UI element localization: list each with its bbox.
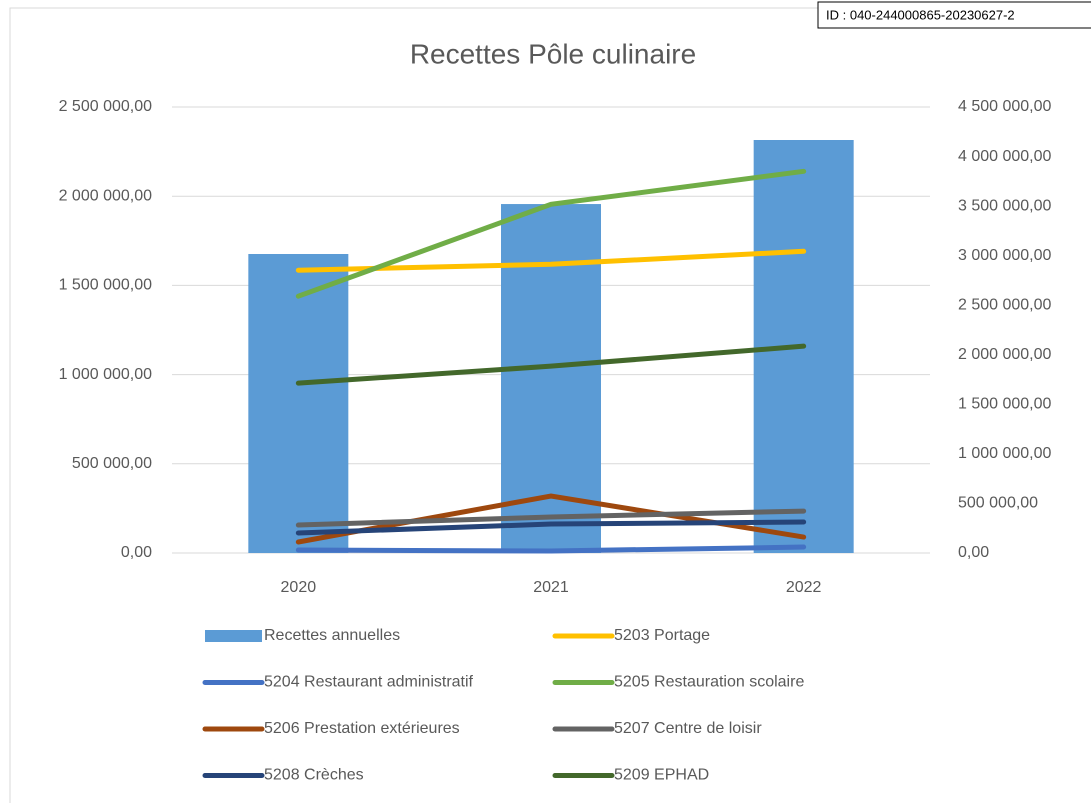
x-tick-label: 2020 [281,579,317,596]
line-series [295,248,807,273]
y2-tick-label: 2 000 000,00 [958,346,1052,363]
legend-label: 5204 Restaurant administratif [264,674,474,691]
line-series [295,519,807,536]
line-series [295,343,807,386]
x-tick-label: 2022 [786,579,822,596]
y-tick-label: 0,00 [121,544,152,561]
y2-tick-label: 500 000,00 [958,495,1038,512]
legend-label: 5203 Portage [614,627,710,644]
y2-tick-label: 3 000 000,00 [958,247,1052,264]
annotation: ID : 040-244000865-20230627-2 [826,7,1015,22]
y2-tick-label: 4 500 000,00 [958,98,1052,115]
y-tick-label: 1 500 000,00 [59,277,153,294]
y2-tick-label: 4 000 000,00 [958,148,1052,165]
legend-swatch [205,630,262,642]
y2-tick-label: 0,00 [958,544,989,561]
legend-label: 5206 Prestation extérieures [264,720,460,737]
y-tick-label: 500 000,00 [72,455,152,472]
legend-label: 5208 Crèches [264,767,364,784]
y2-tick-label: 1 000 000,00 [958,445,1052,462]
legend-label: 5205 Restauration scolaire [614,674,804,691]
line-series [295,544,807,554]
chart-border [9,7,1091,803]
legend-label: Recettes annuelles [264,627,400,644]
line-series [295,168,807,299]
y2-tick-label: 3 500 000,00 [958,197,1052,214]
y-tick-label: 2 000 000,00 [59,187,153,204]
y2-tick-label: 1 500 000,00 [958,396,1052,413]
legend-label: 5207 Centre de loisir [614,720,762,737]
chart-title: Recettes Pôle culinaire [410,38,696,69]
legend-label: 5209 EPHAD [614,767,709,784]
annotation-box [817,1,1091,29]
y-tick-label: 1 000 000,00 [59,366,153,383]
bar [248,254,349,554]
y2-tick-label: 2 500 000,00 [958,296,1052,313]
line-series [295,508,807,528]
y-tick-label: 2 500 000,00 [59,98,153,115]
x-tick-label: 2021 [533,579,569,596]
